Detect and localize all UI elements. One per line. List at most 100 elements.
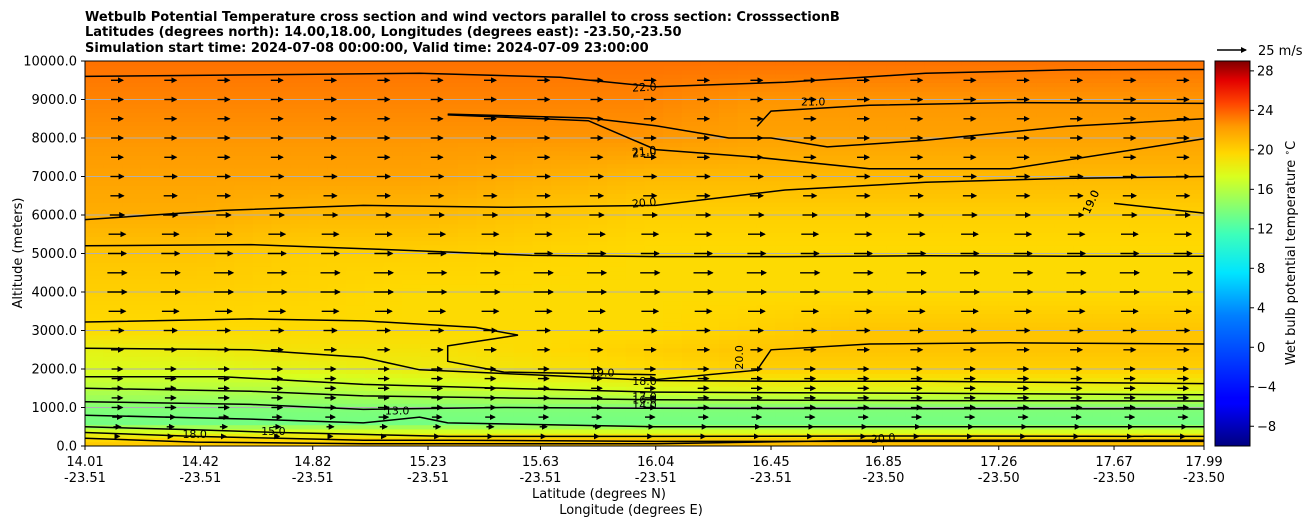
- field-cell: [886, 330, 907, 336]
- field-cell: [961, 189, 981, 195]
- field-cell: [495, 193, 515, 199]
- field-cell: [346, 394, 366, 400]
- field-cell: [85, 232, 105, 237]
- field-cell: [420, 176, 440, 182]
- field-cell: [569, 155, 590, 160]
- field-cell: [886, 210, 907, 216]
- field-cell: [85, 416, 105, 421]
- field-cell: [85, 227, 105, 233]
- field-cell: [625, 155, 646, 160]
- field-cell: [905, 103, 925, 109]
- field-cell: [271, 215, 291, 220]
- field-cell: [439, 61, 459, 66]
- field-cell: [513, 330, 534, 336]
- field-cell: [719, 86, 739, 92]
- field-cell: [346, 129, 366, 135]
- field-cell: [551, 219, 571, 225]
- field-cell: [793, 133, 813, 139]
- field-cell: [905, 330, 925, 336]
- field-cell: [607, 142, 627, 148]
- field-cell: [886, 441, 907, 446]
- field-cell: [905, 416, 925, 421]
- field-cell: [663, 313, 683, 319]
- field-cell: [905, 240, 925, 246]
- field-cell: [942, 95, 963, 101]
- field-cell: [924, 287, 944, 293]
- field-cell: [271, 330, 291, 336]
- field-cell: [495, 407, 515, 413]
- field-cell: [775, 292, 795, 297]
- field-cell: [252, 253, 273, 259]
- field-cell: [868, 146, 888, 152]
- field-cell: [122, 82, 142, 88]
- field-cell: [551, 437, 571, 443]
- field-cell: [252, 244, 273, 250]
- field-cell: [103, 172, 123, 178]
- field-cell: [1092, 283, 1112, 289]
- field-cell: [122, 240, 142, 246]
- field-cell: [719, 129, 739, 135]
- field-cell: [942, 360, 963, 366]
- field-cell: [439, 129, 459, 135]
- field-cell: [1036, 103, 1056, 109]
- field-cell: [402, 403, 422, 409]
- field-cell: [737, 309, 757, 314]
- field-cell: [234, 155, 254, 160]
- field-cell: [924, 232, 944, 237]
- field-cell: [271, 441, 291, 446]
- field-cell: [961, 249, 981, 255]
- field-cell: [1110, 364, 1130, 370]
- field-cell: [775, 369, 795, 374]
- field-cell: [588, 125, 608, 131]
- field-cell: [234, 236, 254, 242]
- field-cell: [252, 266, 273, 272]
- field-cell: [1073, 360, 1093, 366]
- field-cell: [961, 339, 981, 344]
- field-cell: [476, 321, 496, 327]
- field-cell: [159, 172, 179, 178]
- field-cell: [196, 351, 217, 357]
- field-cell: [625, 86, 646, 92]
- field-cell: [308, 86, 329, 92]
- field-cell: [178, 61, 198, 66]
- field-cell: [476, 351, 496, 357]
- field-cell: [998, 133, 1019, 139]
- field-cell: [942, 172, 963, 178]
- field-cell: [961, 138, 981, 143]
- field-cell: [663, 197, 683, 203]
- field-cell: [849, 330, 869, 336]
- field-cell: [607, 257, 627, 263]
- field-cell: [644, 125, 664, 131]
- field-cell: [495, 206, 515, 212]
- field-cell: [1036, 185, 1056, 190]
- field-cell: [178, 330, 198, 336]
- field-cell: [420, 223, 440, 229]
- field-cell: [961, 394, 981, 400]
- field-cell: [252, 120, 273, 126]
- field-cell: [364, 223, 384, 229]
- field-cell: [1054, 129, 1075, 135]
- field-cell: [532, 398, 552, 404]
- field-cell: [551, 420, 571, 426]
- field-cell: [513, 244, 534, 250]
- field-cell: [215, 330, 235, 336]
- field-cell: [793, 202, 813, 208]
- field-cell: [103, 227, 123, 233]
- field-cell: [122, 343, 142, 349]
- field-cell: [1036, 326, 1056, 332]
- field-cell: [663, 215, 683, 220]
- field-cell: [495, 133, 515, 139]
- field-cell: [868, 129, 888, 135]
- field-cell: [980, 373, 1000, 379]
- field-cell: [364, 433, 384, 439]
- field-cell: [551, 270, 571, 276]
- field-cell: [458, 351, 478, 357]
- field-cell: [1073, 411, 1093, 417]
- field-cell: [737, 283, 757, 289]
- field-cell: [252, 309, 273, 314]
- field-cell: [663, 219, 683, 225]
- field-cell: [737, 176, 757, 182]
- field-cell: [607, 133, 627, 139]
- field-cell: [383, 343, 403, 349]
- field-cell: [681, 215, 702, 220]
